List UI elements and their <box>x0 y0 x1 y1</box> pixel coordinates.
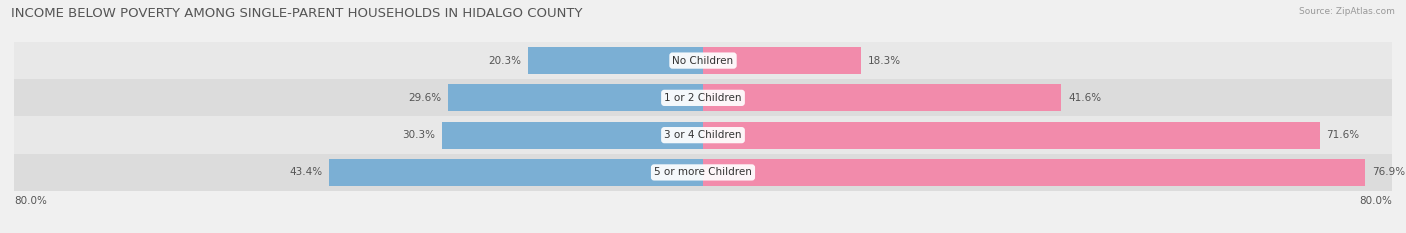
Text: 80.0%: 80.0% <box>1360 195 1392 206</box>
Bar <box>14 154 1392 191</box>
Text: 43.4%: 43.4% <box>290 168 322 177</box>
Bar <box>703 84 1062 111</box>
Text: Source: ZipAtlas.com: Source: ZipAtlas.com <box>1299 7 1395 16</box>
Text: 80.0%: 80.0% <box>14 195 46 206</box>
Text: 76.9%: 76.9% <box>1372 168 1405 177</box>
Bar <box>703 47 860 74</box>
Bar <box>14 116 1392 154</box>
Text: 5 or more Children: 5 or more Children <box>654 168 752 177</box>
Text: 71.6%: 71.6% <box>1326 130 1360 140</box>
Text: 30.3%: 30.3% <box>402 130 436 140</box>
Bar <box>14 42 1392 79</box>
Bar <box>703 159 1365 186</box>
Text: No Children: No Children <box>672 56 734 65</box>
Text: 20.3%: 20.3% <box>488 56 522 65</box>
Bar <box>14 79 1392 116</box>
Text: 1 or 2 Children: 1 or 2 Children <box>664 93 742 103</box>
Text: 3 or 4 Children: 3 or 4 Children <box>664 130 742 140</box>
Text: 18.3%: 18.3% <box>868 56 901 65</box>
Bar <box>529 47 703 74</box>
Text: 29.6%: 29.6% <box>408 93 441 103</box>
Bar <box>449 84 703 111</box>
Bar <box>441 122 703 149</box>
Bar <box>703 122 1320 149</box>
Bar <box>329 159 703 186</box>
Text: INCOME BELOW POVERTY AMONG SINGLE-PARENT HOUSEHOLDS IN HIDALGO COUNTY: INCOME BELOW POVERTY AMONG SINGLE-PARENT… <box>11 7 582 20</box>
Text: 41.6%: 41.6% <box>1069 93 1101 103</box>
